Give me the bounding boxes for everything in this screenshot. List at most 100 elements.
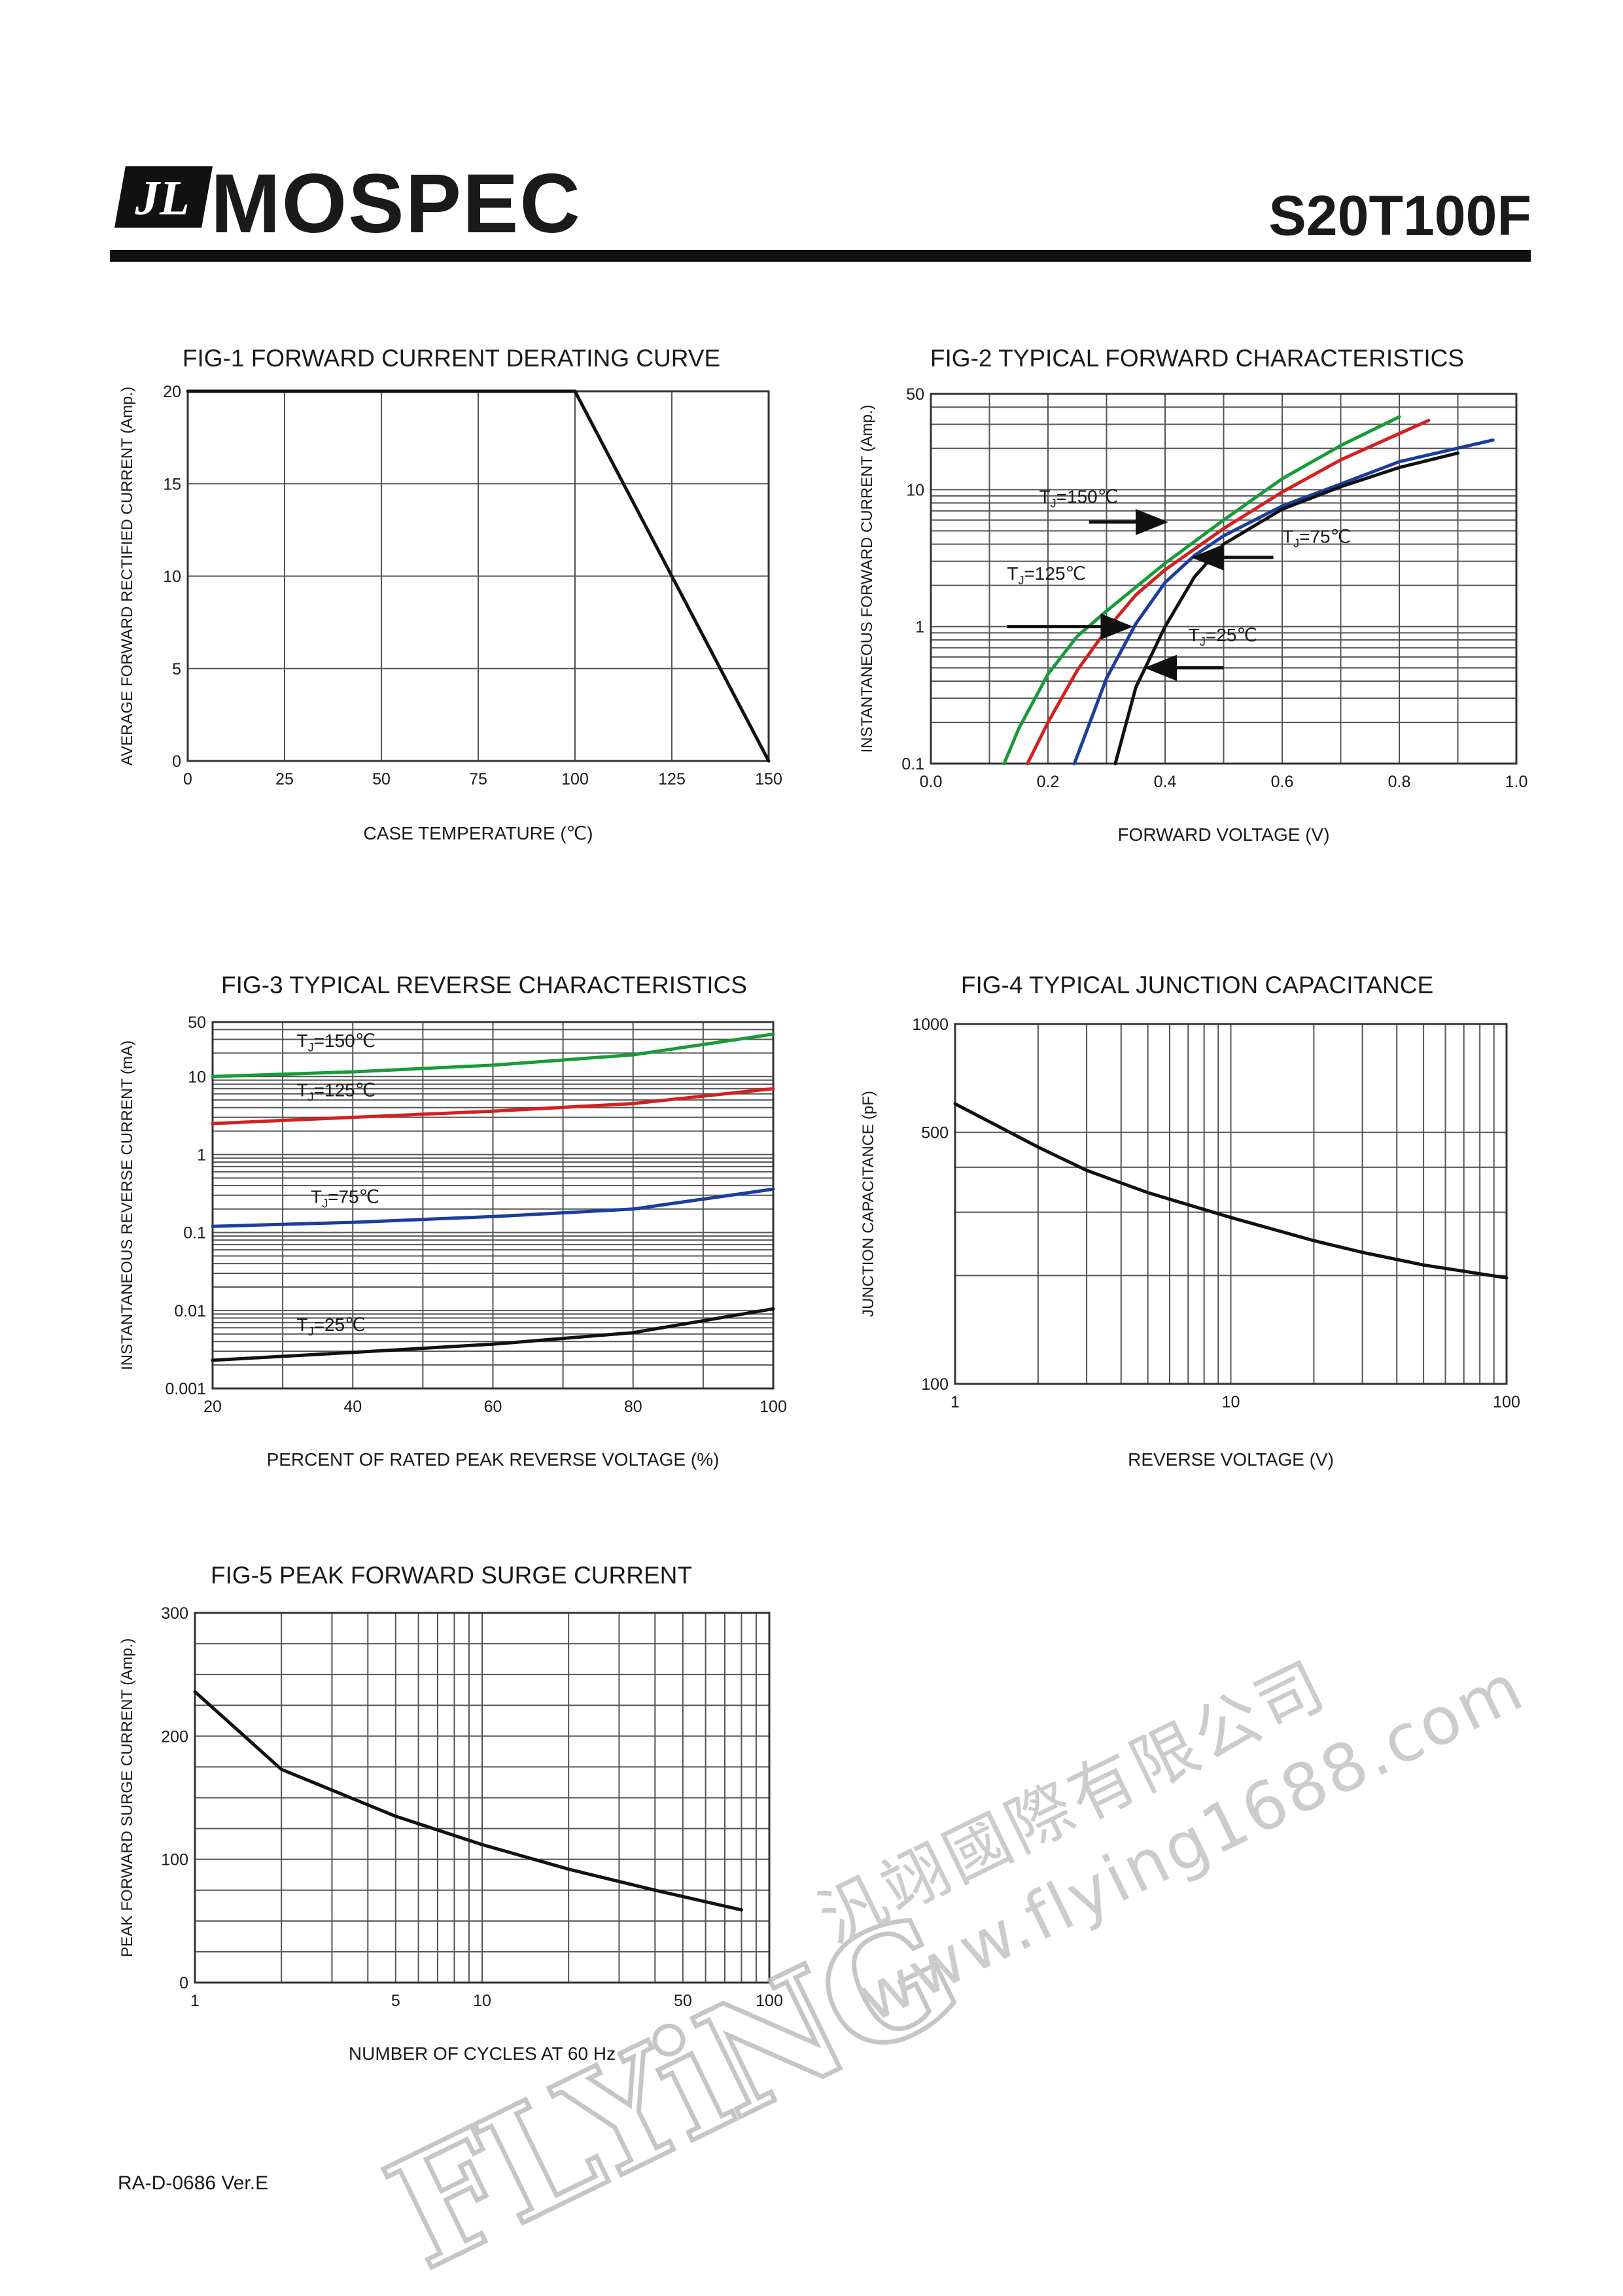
chart-fig4: FIG-4 TYPICAL JUNCTION CAPACITANCE 1 10 100… (860, 972, 1520, 1470)
annotation-t: T (1007, 563, 1018, 584)
fig5-ytick-label: 300 (161, 1604, 188, 1623)
fig2-series-line-tj-75 (1072, 438, 1495, 766)
fig5-xtick-label: 5 (391, 1992, 400, 2010)
fig3-ytick-label: 0.01 (174, 1302, 206, 1320)
fig1-ytick-label: 15 (163, 475, 181, 493)
fig5-xtick-label: 50 (674, 1992, 692, 2010)
fig3-ytick-label: 1 (197, 1146, 206, 1164)
fig3-annotation-tj-150: TJ=150℃ (297, 1031, 376, 1054)
brand-name: MOSPEC (211, 157, 582, 251)
fig1-xtick-label: 150 (755, 770, 782, 788)
fig4-ytick-label: 1000 (912, 1016, 949, 1034)
annotation-subscript: J (1018, 574, 1024, 587)
fig1-xtick-label: 25 (275, 770, 294, 788)
fig3-xtick-label: 20 (203, 1398, 222, 1416)
fig2-series-line-tj-125 (1026, 419, 1431, 766)
fig5-ytick-label: 100 (161, 1851, 188, 1869)
fig3-annotation-tj-125: TJ=125℃ (297, 1080, 376, 1103)
fig5-xtick-label: 1 (190, 1992, 200, 2010)
annotation-subscript: J (308, 1325, 314, 1338)
header-rule (110, 250, 1531, 262)
fig3-series-line-tj-75 (211, 1187, 775, 1228)
fig3-series-line-tj-25 (211, 1307, 775, 1362)
fig2-xtick-label: 0.6 (1271, 773, 1294, 791)
fig4-plot-frame (954, 1023, 1508, 1385)
mospec-logo: JL (114, 166, 213, 228)
annotation-t: T (1282, 526, 1293, 546)
fig2-plot-frame (930, 393, 1518, 765)
fig2-title: FIG-2 TYPICAL FORWARD CHARACTERISTICS (930, 345, 1464, 372)
fig3-xtick-label: 80 (624, 1398, 642, 1416)
fig1-xtick-label: 100 (561, 770, 589, 788)
logo-mark-text: JL (134, 171, 189, 225)
fig2-xtick-label: 1.0 (1505, 773, 1528, 791)
fig1-ytick-label: 0 (172, 752, 181, 771)
fig3-ytick-label: 50 (188, 1014, 206, 1032)
annotation-subscript: J (322, 1197, 328, 1210)
fig2-annotation-tj-75: TJ=75℃ (1282, 526, 1351, 550)
annotation-temp: =25℃ (1206, 625, 1257, 645)
annotation-temp: =125℃ (1024, 563, 1086, 584)
fig4-ytick-label: 100 (921, 1375, 949, 1394)
fig2-series-line-tj-150 (1002, 415, 1401, 766)
fig3-title: FIG-3 TYPICAL REVERSE CHARACTERISTICS (221, 972, 747, 998)
fig3-ytick-label: 10 (188, 1068, 206, 1086)
fig1-xtick-label: 50 (372, 770, 391, 788)
fig5-series-line (193, 1690, 743, 1912)
annotation-subscript: J (308, 1041, 314, 1054)
fig5-xtick-label: 10 (473, 1992, 491, 2010)
annotation-subscript: J (1293, 537, 1299, 550)
fig1-title: FIG-1 FORWARD CURRENT DERATING CURVE (183, 345, 720, 372)
annotation-subscript: J (1200, 635, 1206, 648)
fig2-xtick-label: 0.8 (1388, 773, 1411, 791)
fig4-series-line (953, 1102, 1509, 1280)
fig5-plot-frame (194, 1612, 771, 1984)
fig3-xtick-label: 40 (343, 1398, 362, 1416)
annotation-temp: =75℃ (328, 1186, 379, 1207)
fig2-xtick-label: 0.0 (920, 773, 943, 791)
fig1-ytick-label: 20 (163, 383, 181, 401)
fig2-ytick-label: 0.1 (901, 755, 924, 773)
annotation-t: T (311, 1186, 322, 1207)
chart-fig2: FIG-2 TYPICAL FORWARD CHARACTERISTICS 0.0… (858, 345, 1527, 845)
annotation-subscript: J (308, 1090, 314, 1103)
fig2-xtick-label: 0.4 (1154, 773, 1177, 791)
fig3-ytick-label: 0.1 (183, 1224, 206, 1243)
fig2-ytick-label: 1 (915, 618, 924, 637)
fig2-annotation-tj-25: TJ=25℃ (1189, 625, 1257, 648)
fig3-x-axis-label: PERCENT OF RATED PEAK REVERSE VOLTAGE (%… (267, 1449, 720, 1470)
fig5-ytick-label: 0 (179, 1974, 188, 1992)
fig2-y-axis-label: INSTANTANEOUS FORWARD CURRENT (Amp.) (858, 404, 876, 752)
fig2-xtick-label: 0.2 (1037, 773, 1060, 791)
part-number: S20T100F (1268, 185, 1531, 247)
fig5-xtick-label: 100 (756, 1992, 783, 2010)
fig2-ytick-label: 50 (906, 385, 924, 404)
annotation-subscript: J (1051, 497, 1056, 510)
fig2-ytick-label: 10 (906, 481, 924, 499)
fig4-title: FIG-4 TYPICAL JUNCTION CAPACITANCE (961, 972, 1433, 998)
fig1-xtick-label: 125 (658, 770, 686, 788)
fig3-y-axis-label: INSTANTANEOUS REVERSE CURRENT (mA) (118, 1040, 136, 1370)
fig4-ytick-label: 500 (921, 1124, 949, 1142)
fig5-ytick-label: 200 (161, 1727, 188, 1746)
fig1-x-axis-label: CASE TEMPERATURE (℃) (364, 823, 593, 843)
fig1-y-axis-label: AVERAGE FORWARD RECTIFIED CURRENT (Amp.) (118, 387, 136, 766)
annotation-t: T (297, 1031, 308, 1051)
annotation-temp: =75℃ (1299, 526, 1351, 546)
annotation-temp: =150℃ (314, 1031, 376, 1051)
fig3-plot-frame (211, 1021, 775, 1390)
annotation-t: T (1039, 487, 1051, 507)
annotation-temp: =25℃ (314, 1315, 366, 1335)
fig1-ytick-label: 5 (172, 660, 181, 679)
fig1-xtick-label: 75 (469, 770, 487, 788)
fig4-xtick-label: 100 (1493, 1393, 1520, 1411)
annotation-temp: =125℃ (314, 1080, 376, 1100)
fig3-ytick-label: 0.001 (165, 1380, 206, 1398)
chart-fig1: FIG-1 FORWARD CURRENT DERATING CURVE 0 25 5… (118, 345, 782, 843)
fig2-x-axis-label: FORWARD VOLTAGE (V) (1117, 824, 1329, 845)
fig4-xtick-label: 1 (951, 1393, 960, 1411)
fig4-xtick-label: 10 (1222, 1393, 1240, 1411)
fig4-y-axis-label: JUNCTION CAPACITANCE (pF) (860, 1091, 877, 1317)
fig3-xtick-label: 60 (484, 1398, 502, 1416)
